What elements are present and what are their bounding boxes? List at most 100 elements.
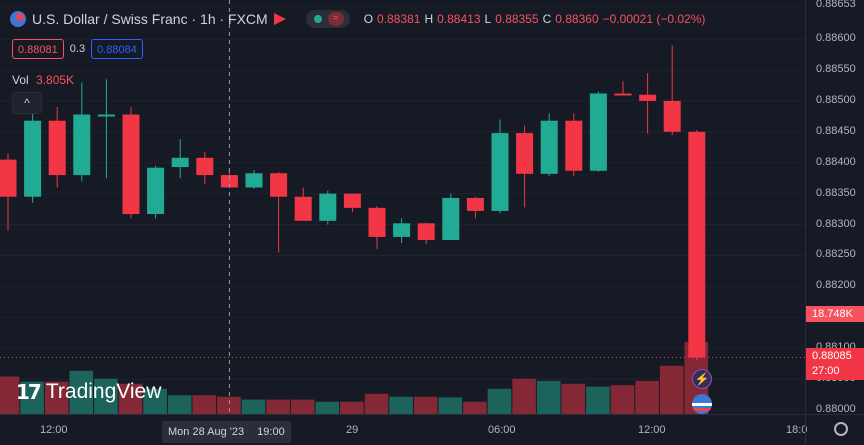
high-value: 0.88413 [437,12,481,26]
volume-bar [635,380,659,414]
volume-bar [0,376,20,414]
axis-corner [805,414,864,445]
volume-bar [94,378,118,414]
price-tick-label: 0.88000 [816,403,856,415]
volume-bar [20,381,44,414]
candle-body [245,173,263,188]
volume-bar [217,396,241,414]
time-label: 06:00 [488,424,516,436]
collapse-legend-button[interactable]: ^ [12,92,42,114]
candle-body [368,207,386,237]
time-label: 12:00 [638,424,666,436]
candle-body [220,175,238,188]
market-open-dot-icon [313,15,322,23]
candle-body [196,157,214,176]
candle-body [147,167,165,215]
current-price: 0.88085 [812,350,852,363]
buy-button[interactable]: 0.88084 [91,39,143,59]
flag-icon[interactable] [273,13,286,25]
symbol-legend: U.S. Dollar / Swiss Franc · 1h · FXCM ≈ … [10,8,705,30]
price-tick-label: 0.88300 [816,217,856,230]
candle-body [565,120,583,171]
market-status-pill[interactable]: ≈ [305,10,350,28]
price-tick-label: 0.88450 [816,124,856,137]
volume-bar [413,396,438,414]
volume-bar [118,383,143,414]
volume-bar [192,395,217,414]
price-axis[interactable]: 0.88653 0.88600 0.88550 0.88500 0.88450 0.884… [805,0,864,415]
volume-bar [364,393,389,414]
price-tick-label: 0.88550 [816,63,856,75]
volume-bar [389,396,413,414]
volume-bar [167,395,192,414]
price-tick-label: 0.88400 [816,155,856,168]
volume-bar [536,380,561,414]
candle-body [270,173,288,197]
volume-bar [610,385,635,414]
volume-bar [143,388,167,414]
volume-label: Vol [12,73,29,87]
candle-body [516,133,534,174]
candle-body [540,120,558,174]
candle-body [491,133,509,211]
volume-bar [561,383,586,414]
volume-bar [512,378,536,414]
volume-bar [340,401,364,414]
candle-body [122,114,140,215]
volume-tag: 18.748K [806,306,864,322]
price-tick-label: 0.88653 [816,0,856,10]
candle-body [589,93,607,171]
volume-bar [44,381,69,414]
crosshair-date: Mon 28 Aug '23 [168,426,245,438]
open-value: 0.88381 [377,12,421,26]
sell-button[interactable]: 0.88081 [12,39,64,59]
tradingview-brand: TradingView [45,380,162,403]
tradingview-logo[interactable]: 17 TradingView [16,380,161,404]
wave-icon: ≈ [327,12,344,26]
bar-countdown: 27:00 [812,365,840,378]
candle-body [343,193,361,208]
settings-gear-icon[interactable] [834,422,848,436]
candle-body [639,94,657,101]
volume-legend: Vol 3.805K [12,73,74,87]
time-axis[interactable]: 12:00 29 06:00 12:00 18:0 Mon 28 Aug '23… [0,414,807,445]
open-label: O [363,12,374,26]
low-label: L [484,12,492,26]
candle-body [97,114,115,117]
crosshair-time-label: Mon 28 Aug '23 19:00 [162,421,291,443]
current-price-tag: 0.88085 27:00 [806,348,864,381]
volume-bar [659,365,684,414]
price-tick-label: 0.88200 [816,279,856,292]
crosshair-time: 19:00 [257,426,285,438]
chart-area[interactable]: U.S. Dollar / Swiss Franc · 1h · FXCM ≈ … [0,0,805,414]
price-tick-label: 0.88350 [816,186,856,199]
ohlc-values: O 0.88381 H 0.88413 L 0.88355 C 0.88360 −0.0… [364,12,706,26]
close-value: 0.88360 [555,12,599,26]
change-value: −0.00021 (−0.02%) [602,12,706,26]
spread-value: 0.3 [69,43,86,55]
sell-buy-panel: 0.88081 0.3 0.88084 [12,38,143,60]
lightning-icon[interactable]: ⚡ [692,369,712,389]
volume-bar [586,386,610,414]
volume-bar [266,399,290,414]
candle-body [688,131,706,358]
volume-bar [315,401,340,414]
volume-bar [463,401,487,414]
candle-body [48,120,66,176]
candle-body [294,196,312,221]
candle-body [614,93,632,96]
candle-body [466,197,484,211]
candle-body [171,157,189,168]
candle-body [663,100,681,132]
volume-bar [438,397,463,414]
volume-bar [241,399,266,414]
low-value: 0.88355 [495,12,539,26]
us-flag-icon[interactable] [692,394,712,414]
candlestick-chart[interactable] [0,0,805,414]
symbol-title[interactable]: U.S. Dollar / Swiss Franc · 1h · FXCM [32,11,268,27]
candle-body [417,223,435,240]
price-tick-label: 0.88600 [816,32,856,45]
close-label: C [542,12,552,26]
volume-value: 3.805K [36,73,75,87]
time-label: 12:00 [40,424,68,436]
